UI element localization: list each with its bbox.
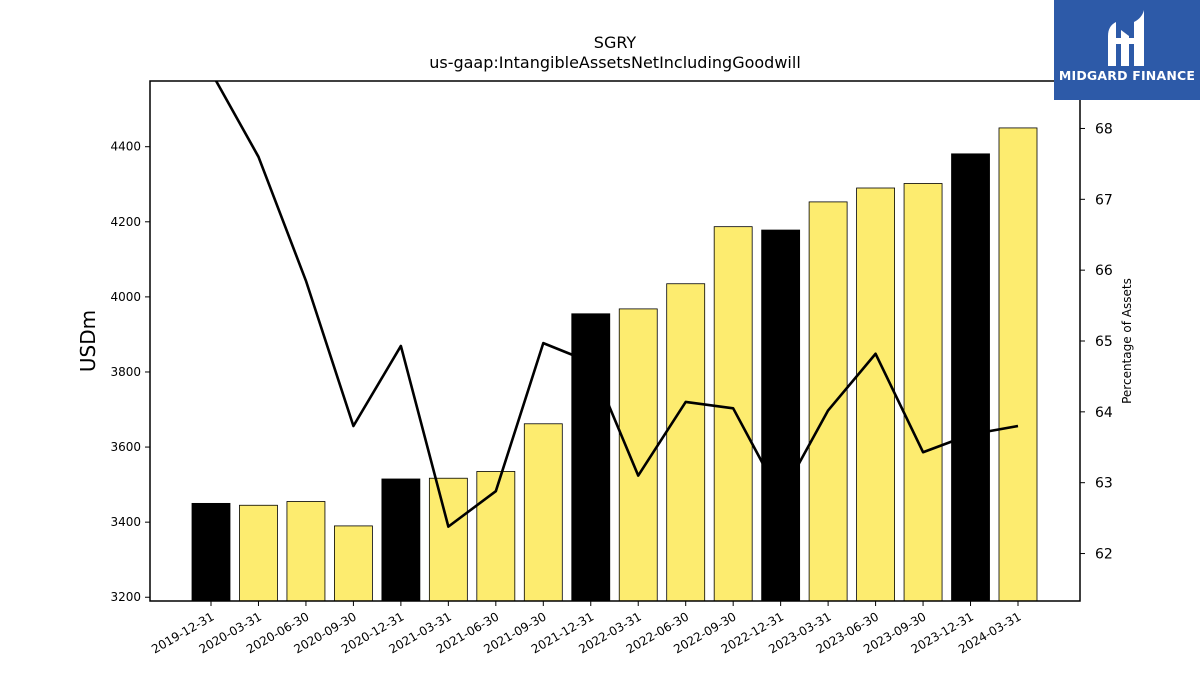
chart-title: SGRY bbox=[594, 33, 637, 52]
bar-group bbox=[191, 127, 1038, 602]
brand-name: MIDGARD FINANCE bbox=[1058, 68, 1196, 83]
bar-2022-09-30 bbox=[713, 226, 753, 602]
x-axis: 2019-12-312020-03-312020-06-302020-09-30… bbox=[149, 601, 1024, 656]
percentage-line bbox=[214, 81, 1019, 528]
y-tick-label: 3400 bbox=[110, 515, 141, 529]
y-axis-label: USDm bbox=[76, 310, 100, 372]
bar-2019-12-31 bbox=[191, 502, 231, 602]
y-tick-label: 3600 bbox=[110, 440, 141, 454]
y2-axis: 62 63 64 65 66 67 68 bbox=[1080, 121, 1113, 563]
line-group bbox=[214, 81, 1019, 528]
brand-logo: MIDGARD FINANCE bbox=[1054, 0, 1200, 100]
bar-2020-06-30 bbox=[286, 501, 326, 602]
y2-axis-label: Percentage of Assets bbox=[1120, 278, 1134, 404]
bar-2020-03-31 bbox=[239, 504, 278, 602]
bar-2021-03-31 bbox=[428, 477, 468, 602]
y-tick-label: 3200 bbox=[110, 590, 141, 604]
bar-2023-06-30 bbox=[856, 187, 895, 602]
y2-tick-label: 66 bbox=[1095, 263, 1113, 279]
bar-2020-09-30 bbox=[334, 525, 373, 602]
y2-tick-label: 65 bbox=[1095, 334, 1113, 350]
y-tick-label: 4400 bbox=[110, 140, 141, 154]
bar-2020-12-31 bbox=[381, 478, 421, 602]
y-tick-label: 4000 bbox=[110, 290, 141, 304]
bar-2023-12-31 bbox=[951, 153, 990, 602]
bar-2023-03-31 bbox=[808, 201, 848, 602]
bar-2021-06-30 bbox=[476, 471, 516, 602]
midgard-logo-icon bbox=[1108, 10, 1144, 66]
chart-subtitle: us-gaap:IntangibleAssetsNetIncludingGood… bbox=[429, 53, 801, 72]
y2-tick-label: 67 bbox=[1095, 192, 1113, 208]
bar-2022-06-30 bbox=[666, 283, 706, 602]
y-tick-label: 3800 bbox=[110, 365, 141, 379]
y2-tick-label: 63 bbox=[1095, 476, 1113, 492]
y-axis: 3200 3400 3600 3800 4000 4200 4400 bbox=[110, 140, 150, 604]
bar-2022-12-31 bbox=[761, 229, 801, 602]
bar-2021-09-30 bbox=[523, 423, 563, 602]
y-tick-label: 4200 bbox=[110, 215, 141, 229]
y2-tick-label: 62 bbox=[1095, 547, 1113, 563]
y2-tick-label: 64 bbox=[1095, 405, 1113, 421]
y2-tick-label: 68 bbox=[1095, 121, 1113, 137]
bar-2024-03-31 bbox=[998, 127, 1038, 602]
bar-2023-09-30 bbox=[903, 183, 943, 602]
